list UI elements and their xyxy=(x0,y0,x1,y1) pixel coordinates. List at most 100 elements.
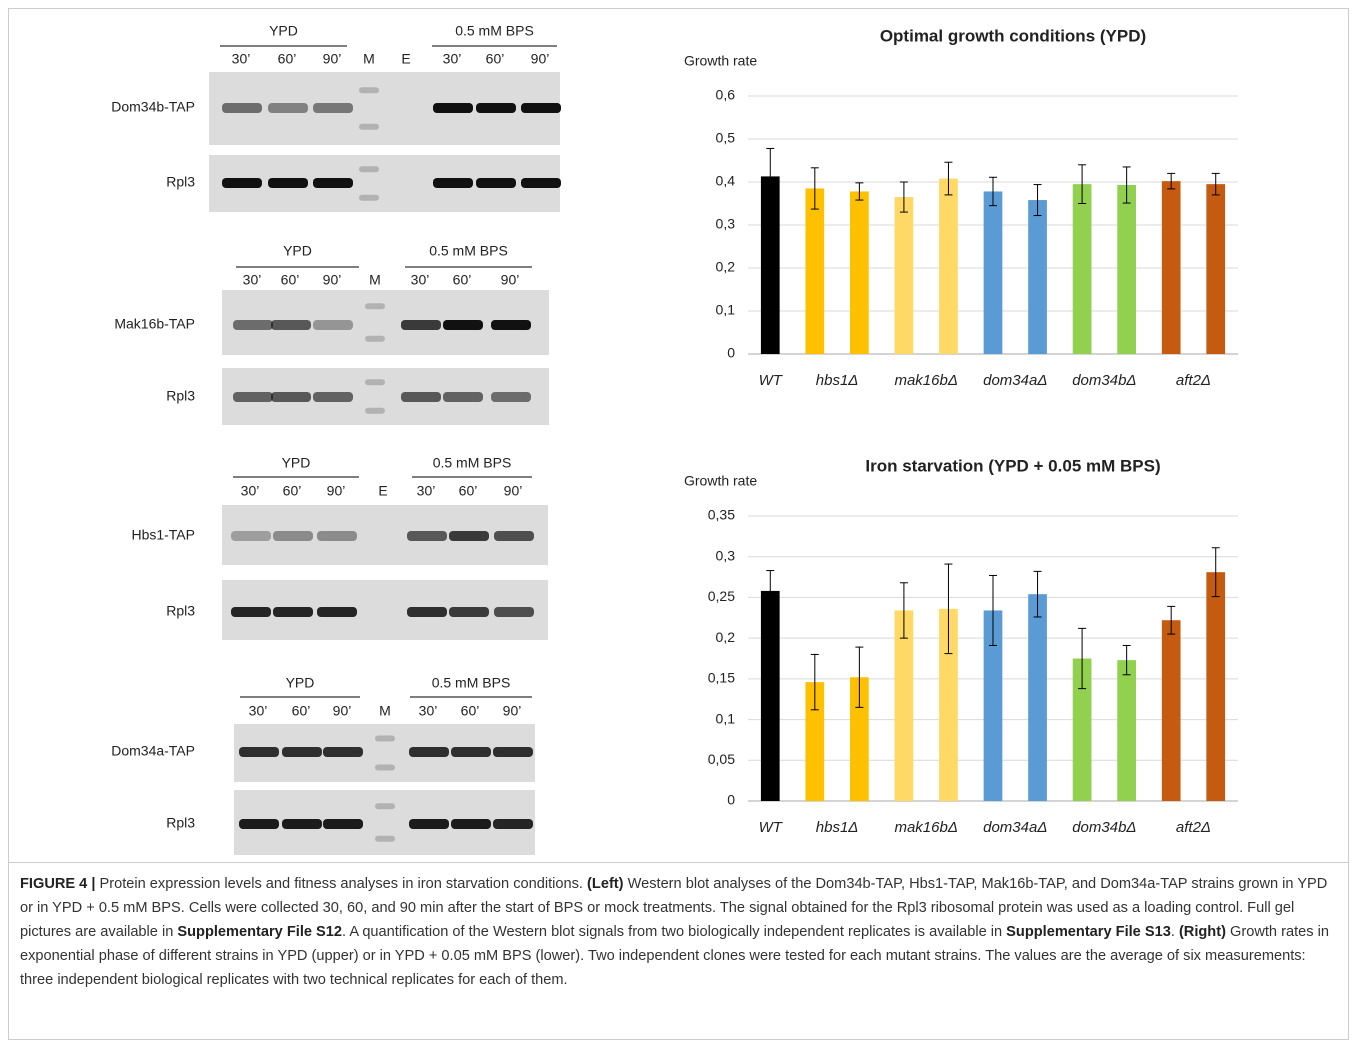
x-tick-label: dom34aΔ xyxy=(983,372,1047,389)
bar xyxy=(1161,620,1181,801)
caption-bold: Supplementary File S13 xyxy=(1006,924,1171,940)
blot-band xyxy=(521,103,561,113)
y-tick-label: 0,1 xyxy=(716,302,736,318)
y-tick-label: 0,15 xyxy=(708,670,735,686)
y-tick-label: 0,3 xyxy=(716,547,736,563)
blot-band xyxy=(282,819,322,829)
blot-band xyxy=(494,531,534,541)
blot-band xyxy=(491,392,531,402)
lane-label: 30’ xyxy=(249,703,268,719)
y-tick-label: 0,1 xyxy=(716,710,736,726)
lane-label: 30’ xyxy=(243,272,262,288)
error-bar xyxy=(899,181,908,213)
blot-band xyxy=(282,747,322,757)
error-bar xyxy=(989,574,997,646)
error-bar xyxy=(1122,166,1131,204)
error-bar xyxy=(810,167,819,210)
error-bar xyxy=(1167,605,1176,635)
marker-band xyxy=(359,87,379,94)
blot-band xyxy=(433,178,473,188)
caption-text: . xyxy=(1170,924,1179,940)
lane-label: 90’ xyxy=(531,51,550,67)
error-bar xyxy=(1167,172,1176,190)
row-label: Rpl3 xyxy=(166,174,195,190)
lane-label: 30’ xyxy=(411,272,430,288)
x-tick-label: dom34bΔ xyxy=(1072,372,1136,389)
blot-band xyxy=(313,103,353,113)
blot-band xyxy=(494,607,534,617)
blot-band xyxy=(271,392,311,402)
blot-band xyxy=(273,607,313,617)
marker-band xyxy=(375,764,395,771)
caption-bold: Supplementary File S12 xyxy=(177,924,343,940)
x-tick-label: mak16bΔ xyxy=(894,819,957,836)
lane-label: E xyxy=(401,51,410,67)
bar xyxy=(850,191,869,354)
lane-label: 30’ xyxy=(419,703,438,719)
bar xyxy=(1161,181,1181,354)
blot-band xyxy=(273,531,313,541)
y-tick-label: 0,05 xyxy=(708,751,735,767)
bar xyxy=(1072,184,1092,354)
error-bar xyxy=(855,182,864,201)
lane-group-label: YPD xyxy=(286,675,315,691)
blot-band xyxy=(407,531,447,541)
blot-band xyxy=(443,320,483,330)
blot-band xyxy=(268,178,308,188)
caption-text: Western blot analyses of the Dom34b-TAP,… xyxy=(20,876,1328,940)
lane-label: 30’ xyxy=(417,483,436,499)
lane-label: 90’ xyxy=(327,483,346,499)
blot-band xyxy=(222,103,262,113)
lane-label: 90’ xyxy=(503,703,522,719)
blot-band xyxy=(449,531,489,541)
lane-label: 90’ xyxy=(323,272,342,288)
blot-image xyxy=(222,505,548,565)
lane-label: 60’ xyxy=(292,703,311,719)
y-tick-label: 0,35 xyxy=(708,507,735,523)
lane-label: E xyxy=(378,483,387,499)
error-bar xyxy=(1078,164,1087,204)
y-tick-label: 0,3 xyxy=(716,216,736,232)
lane-label: 60’ xyxy=(453,272,472,288)
lane-label: 60’ xyxy=(461,703,480,719)
blot-band xyxy=(268,103,308,113)
marker-band xyxy=(359,194,379,201)
bar xyxy=(1206,184,1226,354)
error-bar xyxy=(1122,644,1131,676)
blot-band xyxy=(233,392,273,402)
row-label: Rpl3 xyxy=(166,388,195,404)
blot-band xyxy=(521,178,561,188)
bar xyxy=(939,178,958,354)
y-tick-label: 0,4 xyxy=(716,173,736,189)
error-bar xyxy=(1033,184,1042,217)
blot-band xyxy=(407,607,447,617)
lane-label: 60’ xyxy=(486,51,505,67)
blot-band xyxy=(493,819,533,829)
bar xyxy=(894,197,914,354)
chart-title: Iron starvation (YPD + 0.05 mM BPS) xyxy=(865,456,1160,475)
caption-text: . A quantification of the Western blot s… xyxy=(342,924,1007,940)
blot-band xyxy=(449,607,489,617)
lane-group-label: 0.5 mM BPS xyxy=(455,23,534,39)
error-bar xyxy=(1211,172,1220,196)
x-tick-label: mak16bΔ xyxy=(894,372,957,389)
blot-band xyxy=(271,320,311,330)
bar xyxy=(939,608,958,801)
caption-bold: (Right) xyxy=(1178,924,1226,940)
error-bar xyxy=(1033,570,1042,618)
y-axis-label: Growth rate xyxy=(684,473,757,489)
bar xyxy=(1117,185,1136,354)
lane-label: M xyxy=(379,703,391,719)
blot-band xyxy=(313,392,353,402)
error-bar xyxy=(944,563,953,655)
figure-border xyxy=(8,8,1349,1040)
bar xyxy=(1028,594,1047,801)
bar xyxy=(1117,660,1136,801)
marker-band xyxy=(375,735,395,742)
error-bar xyxy=(989,176,997,207)
lane-label: M xyxy=(369,272,381,288)
blot-band xyxy=(401,392,441,402)
y-tick-label: 0,5 xyxy=(716,130,736,146)
blot-band xyxy=(313,178,353,188)
lane-label: 30’ xyxy=(443,51,462,67)
